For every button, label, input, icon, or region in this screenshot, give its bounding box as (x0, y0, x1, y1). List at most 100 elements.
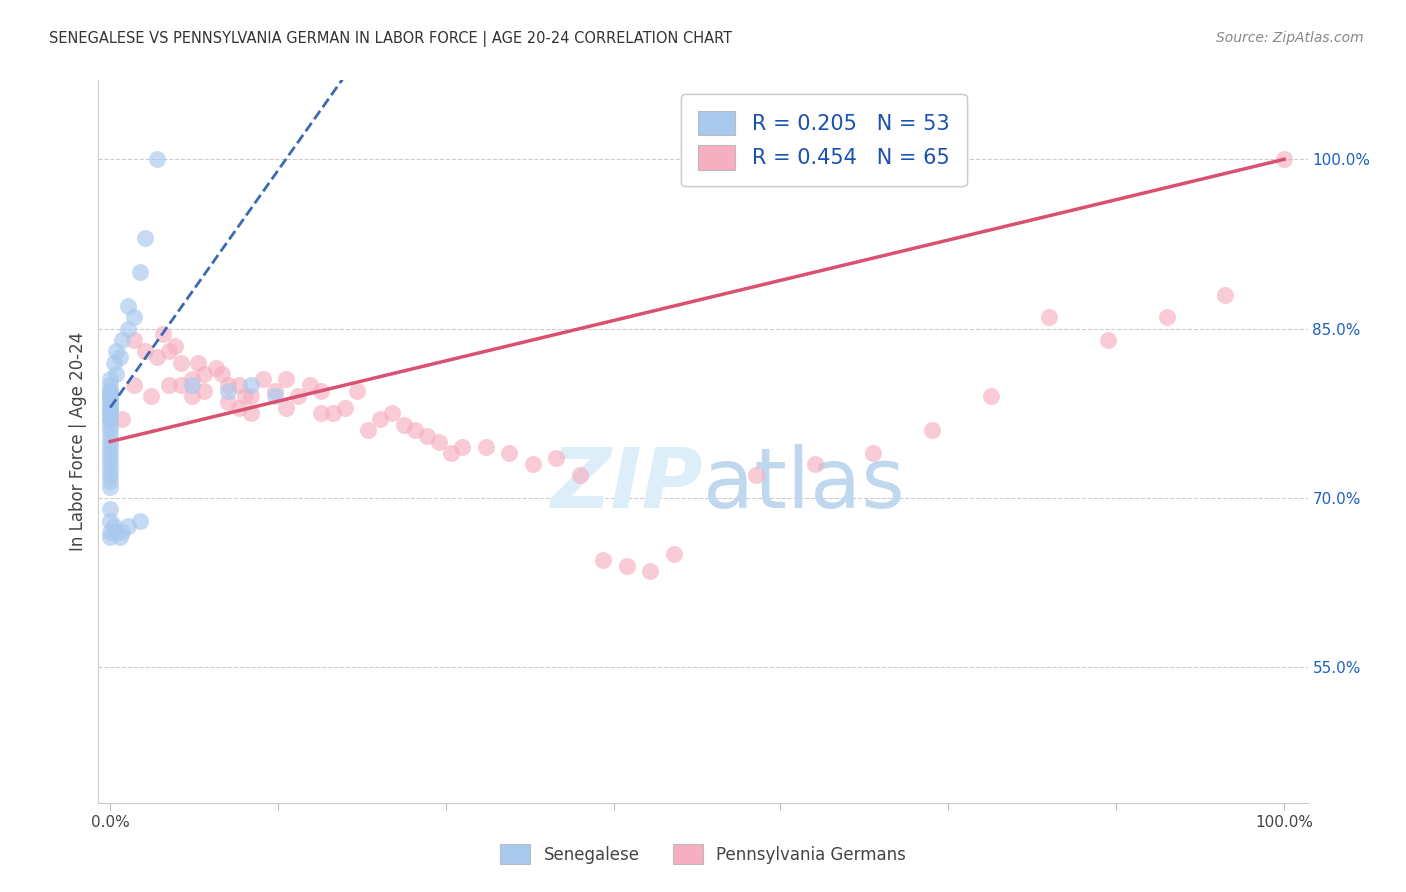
Point (803, 457, 825, 471)
Point (98, 389, 121, 403)
Text: SENEGALESE VS PENNSYLVANIA GERMAN IN LABOR FORCE | AGE 20-24 CORRELATION CHART: SENEGALESE VS PENNSYLVANIA GERMAN IN LAB… (49, 31, 733, 47)
Point (98, 389, 121, 403)
Point (169, 378, 191, 392)
Point (1097, 333, 1119, 347)
Point (111, 333, 134, 347)
Point (522, 457, 544, 471)
Point (427, 434, 450, 449)
Point (862, 446, 884, 460)
Point (108, 531, 131, 545)
Point (117, 519, 139, 533)
Text: Source: ZipAtlas.com: Source: ZipAtlas.com (1216, 31, 1364, 45)
Point (98, 480, 121, 494)
Point (157, 344, 180, 359)
Point (128, 514, 150, 528)
Point (103, 355, 125, 369)
Point (451, 440, 474, 454)
Point (187, 355, 209, 369)
Point (240, 378, 263, 392)
Point (98, 395, 121, 409)
Point (1038, 310, 1060, 325)
Point (134, 344, 156, 359)
Point (98, 446, 121, 460)
Point (98, 451, 121, 466)
Point (98, 434, 121, 449)
Legend: R = 0.205   N = 53, R = 0.454   N = 65: R = 0.205 N = 53, R = 0.454 N = 65 (682, 95, 966, 186)
Point (98, 401, 121, 415)
Point (117, 321, 139, 335)
Point (346, 384, 368, 398)
Point (98, 395, 121, 409)
Point (146, 153, 169, 167)
Point (276, 372, 298, 386)
Point (111, 412, 134, 426)
Point (98, 423, 121, 437)
Point (181, 389, 204, 403)
Point (475, 440, 498, 454)
Point (287, 389, 309, 403)
Point (240, 406, 263, 420)
Point (141, 389, 163, 403)
Point (228, 401, 250, 415)
Point (228, 378, 250, 392)
Point (1272, 153, 1295, 167)
Point (439, 446, 461, 460)
Point (122, 333, 145, 347)
Point (98, 412, 121, 426)
Point (211, 367, 233, 381)
Point (217, 384, 239, 398)
Point (122, 378, 145, 392)
Point (498, 446, 520, 460)
Point (152, 327, 174, 342)
Point (98, 406, 121, 420)
Point (98, 514, 121, 528)
Point (157, 378, 180, 392)
Point (181, 378, 204, 392)
Point (98, 384, 121, 398)
Point (381, 406, 404, 420)
Point (311, 384, 333, 398)
Point (217, 395, 239, 409)
Point (98, 372, 121, 386)
Point (98, 531, 121, 545)
Point (546, 451, 568, 466)
Point (333, 401, 356, 415)
Point (357, 423, 380, 437)
Point (592, 553, 614, 567)
Point (193, 367, 215, 381)
Point (1156, 310, 1178, 325)
Point (105, 367, 128, 381)
Point (980, 389, 1002, 403)
Point (921, 423, 943, 437)
Text: ZIP: ZIP (550, 444, 703, 525)
Point (98, 378, 121, 392)
Point (98, 429, 121, 443)
Point (322, 406, 344, 420)
Point (252, 372, 274, 386)
Point (98, 468, 121, 483)
Point (98, 389, 121, 403)
Point (1215, 287, 1237, 301)
Point (98, 474, 121, 488)
Point (392, 417, 415, 432)
Point (169, 355, 191, 369)
Point (98, 406, 121, 420)
Point (128, 265, 150, 279)
Point (404, 423, 426, 437)
Legend: Senegalese, Pennsylvania Germans: Senegalese, Pennsylvania Germans (494, 838, 912, 871)
Point (98, 463, 121, 477)
Point (111, 524, 134, 539)
Point (98, 440, 121, 454)
Point (98, 401, 121, 415)
Point (181, 372, 204, 386)
Point (204, 361, 226, 376)
Point (368, 412, 391, 426)
Point (105, 344, 128, 359)
Point (745, 468, 768, 483)
Point (98, 417, 121, 432)
Point (117, 299, 139, 313)
Point (662, 548, 685, 562)
Point (146, 350, 169, 364)
Point (263, 384, 285, 398)
Y-axis label: In Labor Force | Age 20-24: In Labor Force | Age 20-24 (69, 332, 87, 551)
